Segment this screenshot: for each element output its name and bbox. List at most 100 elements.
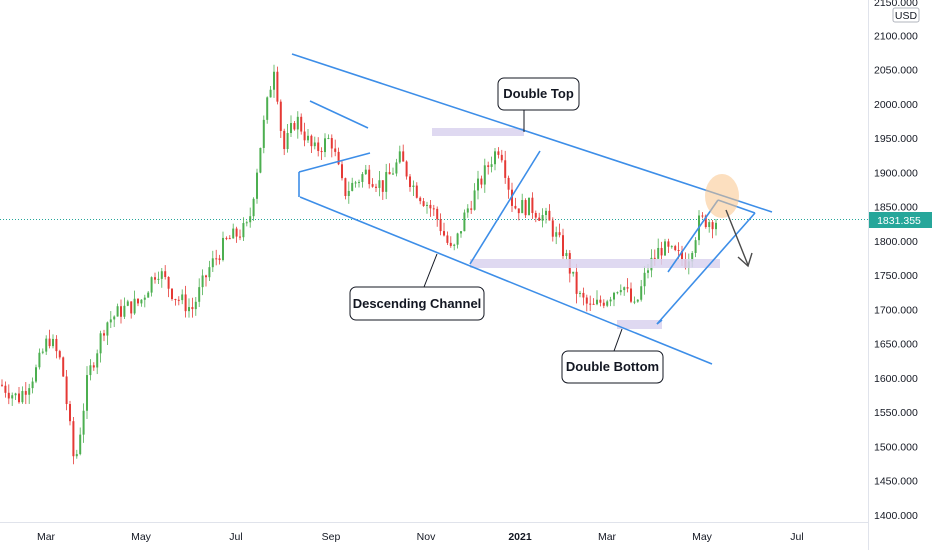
candle-body	[310, 135, 313, 147]
candle-body	[670, 246, 673, 248]
candle-body	[58, 351, 61, 358]
candle-body	[579, 292, 581, 294]
candle-body	[534, 212, 537, 218]
candle-body	[364, 169, 367, 175]
candle-body	[347, 190, 350, 197]
y-tick-label: 1500.000	[874, 441, 918, 453]
x-tick-label: 2021	[508, 531, 532, 543]
candle-body	[344, 178, 347, 197]
candle-body	[222, 237, 224, 261]
candle-body	[470, 208, 473, 210]
candle-body	[541, 215, 544, 221]
candle-body	[89, 365, 92, 376]
price-axis[interactable]: 2100.000 2050.000 2000.000 1950.000 1900.000…	[874, 0, 918, 522]
candle-body	[674, 246, 677, 251]
candle-body	[31, 381, 34, 389]
double-top-label: Double Top	[503, 86, 574, 101]
candle-body	[35, 367, 37, 382]
candle-body	[276, 71, 279, 102]
candle-body	[1, 384, 3, 386]
y-tick-label: 1550.000	[874, 407, 918, 419]
candle-body	[630, 288, 632, 302]
candle-body	[558, 232, 561, 236]
candle-body	[446, 235, 449, 243]
candle-body	[252, 198, 255, 217]
candle-body	[616, 292, 619, 294]
candle-body	[582, 292, 585, 298]
candle-body	[341, 164, 343, 179]
candle-body	[337, 151, 340, 165]
time-axis[interactable]: Mar May Jul Sep Nov 2021 Mar May Jul	[37, 531, 804, 543]
candle-body	[103, 333, 105, 336]
currency-badge	[892, 7, 920, 23]
candle-body	[361, 174, 364, 182]
candle-body	[613, 292, 615, 300]
candle-body	[660, 247, 663, 256]
candle-body	[334, 148, 337, 152]
descending-channel-label: Descending Channel	[353, 296, 482, 311]
candle-body	[436, 208, 439, 220]
candle-body	[429, 204, 432, 209]
candle-body	[528, 197, 530, 216]
candle-body	[86, 375, 88, 411]
candle-body	[691, 252, 694, 262]
double-bottom-label: Double Bottom	[566, 359, 659, 374]
candle-body	[585, 297, 588, 304]
candle-body	[45, 338, 48, 352]
candle-body	[296, 116, 299, 130]
candle-body	[96, 353, 99, 368]
last-price-label: 1831.355	[877, 215, 921, 227]
candle-body	[4, 385, 7, 393]
candle-body	[480, 178, 483, 185]
candle-body	[460, 231, 462, 234]
candle-body	[358, 181, 360, 183]
candle-body	[602, 302, 605, 306]
support-resistance-zones	[432, 128, 720, 329]
candle-body	[419, 197, 422, 202]
y-tick-label: 1700.000	[874, 304, 918, 316]
candle-body	[259, 147, 262, 173]
candle-body	[497, 151, 500, 155]
candle-body	[14, 393, 17, 396]
candle-body	[171, 288, 173, 300]
candle-body	[174, 299, 177, 301]
candle-body	[38, 352, 41, 368]
candle-body	[307, 135, 309, 141]
candle-body	[242, 223, 245, 238]
candle-body	[123, 305, 126, 317]
candle-body	[704, 215, 707, 228]
candle-body	[453, 244, 456, 246]
candle-body	[490, 164, 493, 167]
candle-body	[245, 222, 248, 224]
candle-body	[262, 119, 265, 148]
candle-body	[113, 316, 116, 320]
candle-body	[266, 97, 269, 120]
candle-body	[228, 238, 231, 240]
candle-body	[378, 180, 381, 188]
candle-body	[551, 220, 554, 237]
candle-body	[235, 228, 238, 237]
candle-body	[500, 154, 503, 161]
channel-lower-line	[299, 196, 713, 365]
candle-body	[208, 267, 211, 278]
x-tick-label: Sep	[322, 531, 341, 543]
y-tick-label: 2050.000	[874, 65, 918, 77]
y-tick-label: 1750.000	[874, 270, 918, 282]
candle-body	[667, 241, 670, 247]
candle-body	[55, 338, 58, 352]
candle-body	[531, 197, 534, 213]
candle-body	[507, 177, 510, 190]
y-tick-label: 2150.000	[874, 0, 918, 9]
candle-body	[477, 178, 479, 191]
double-bottom-callout: Double Bottom	[561, 328, 664, 384]
y-tick-label: 1900.000	[874, 167, 918, 179]
candle-body	[249, 216, 252, 223]
candle-body	[487, 165, 490, 167]
candle-body	[215, 258, 218, 260]
candle-body	[48, 338, 51, 347]
double-bottom-zone	[617, 320, 662, 329]
triangle-upper-line	[309, 100, 369, 129]
candle-body	[715, 222, 717, 230]
candle-body	[575, 271, 578, 294]
